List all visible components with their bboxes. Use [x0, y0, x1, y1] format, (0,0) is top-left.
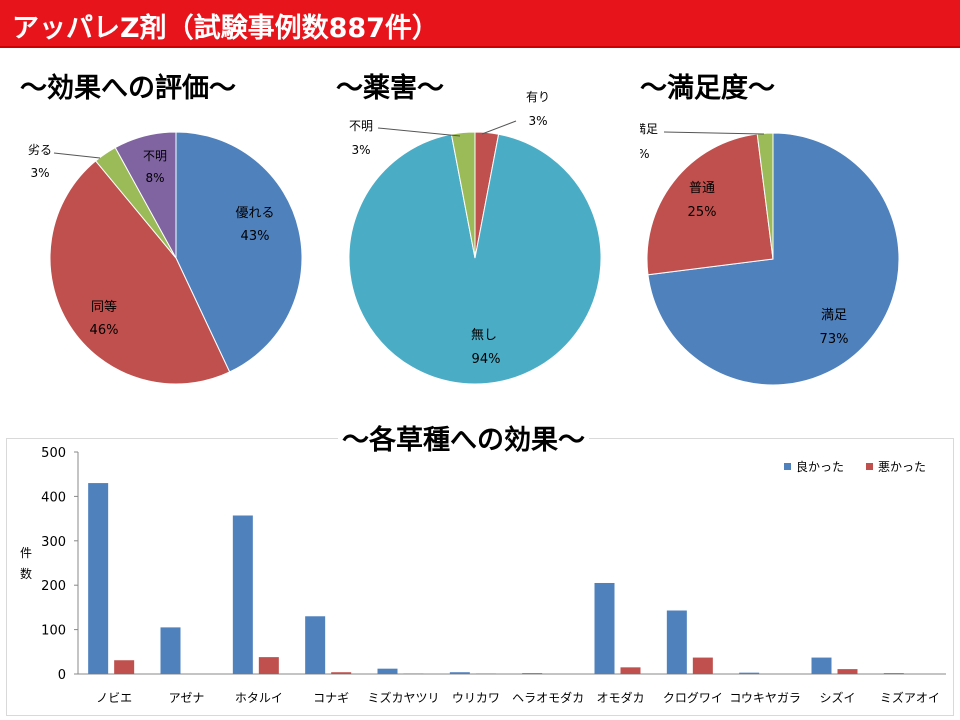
pie2-slice-1 [348, 133, 602, 385]
x-tick-label: ミズアオイ [880, 690, 940, 705]
title-underline [0, 46, 960, 48]
bar-bad-2 [258, 657, 279, 674]
weeds-heading: ～各草種への効果～ [338, 418, 589, 457]
x-tick-label: ホタルイ [235, 691, 283, 705]
bar-good-1 [160, 627, 181, 674]
legend-good-label: 良かった [796, 459, 844, 474]
x-tick-label: アゼナ [169, 691, 205, 705]
y-tick-label: 0 [58, 668, 66, 683]
legend-bad-swatch [866, 463, 873, 470]
pie1-label-unknown: 不明 [143, 149, 167, 163]
x-tick-label: ミズカヤツリ [367, 690, 439, 705]
pie1-label-equal: 同等 [91, 299, 117, 315]
y-tick-label: 500 [41, 446, 66, 461]
bar-good-9 [739, 672, 760, 674]
effect-pie-chart: 優れる 43% 同等 46% 劣る 3% 不明 8% [28, 131, 303, 385]
x-tick-label: クログワイ [663, 691, 723, 705]
effect-heading: ～効果への評価～ [20, 73, 236, 104]
pie3-label-satisfied: 満足 [821, 308, 847, 323]
page-title: アッパレZ剤（試験事例数887件） [12, 13, 439, 44]
y-tick-label: 400 [41, 490, 66, 505]
pie3-slice-1 [646, 133, 774, 276]
bar-bad-0 [114, 660, 135, 674]
satisfaction-pie-chart: 満足 73% 普通 25% 不満足 2% [640, 122, 900, 386]
x-tick-label: コウキヤガラ [729, 691, 801, 705]
y-axis-label-2: 数 [20, 566, 32, 581]
pie2-pct-none: 94% [472, 352, 501, 367]
bar-good-8 [666, 610, 687, 674]
legend-bad-label: 悪かった [878, 460, 926, 474]
bar-good-10 [811, 657, 832, 674]
pie1-slice-1 [49, 160, 231, 385]
y-tick-label: 100 [41, 624, 66, 639]
x-tick-label: ノビエ [96, 691, 132, 705]
pie2-pct-unknown: 3% [351, 143, 370, 157]
y-axis-label-1: 件 [20, 546, 32, 560]
bar-good-11 [883, 673, 904, 674]
phyto-pie-chart: 有り 3% 無し 94% 不明 3% [348, 90, 602, 385]
y-tick-label: 300 [41, 535, 66, 550]
bar-good-6 [522, 673, 543, 674]
pie2-slice-2 [450, 131, 476, 259]
weed-effect-bar-chart: 0 100 200 300 400 500 ノビエ アゼナ ホタルイ コナギ ミズカヤツリ ウリカワ… [20, 446, 946, 705]
x-tick-label: シズイ [819, 690, 855, 705]
x-tick-label: ヘラオモダカ [512, 690, 584, 705]
pie3-leader-line [663, 131, 765, 135]
pie3-pct-normal: 25% [688, 205, 717, 220]
bar-bad-7 [620, 667, 641, 674]
bar-good-2 [232, 515, 253, 674]
x-tick-label: オモダカ [596, 690, 644, 705]
pie1-slice-3 [114, 131, 177, 259]
pie3-pct-unsatisfied: 2% [640, 147, 650, 161]
pie2-leader-line-yes [481, 120, 517, 135]
pie1-pct-superior: 43% [241, 229, 270, 244]
bar-bad-3 [331, 672, 352, 674]
x-tick-label: コナギ [313, 691, 349, 705]
pie2-leader-line-unknown [377, 127, 461, 137]
phyto-heading: ～薬害～ [336, 73, 444, 104]
satisfaction-heading: ～満足度～ [640, 73, 775, 104]
pie3-pct-satisfied: 73% [820, 332, 849, 347]
pie1-leader-line [53, 152, 101, 159]
bar-bad-8 [692, 657, 713, 674]
title-bar: アッパレZ剤（試験事例数887件） [0, 0, 960, 46]
pie3-label-normal: 普通 [689, 181, 715, 196]
pie1-pct-equal: 46% [90, 323, 119, 338]
pie2-label-yes: 有り [526, 90, 550, 104]
pie2-pct-yes: 3% [528, 114, 547, 128]
legend-good-swatch [784, 463, 791, 470]
pie1-label-inferior: 劣る [28, 143, 52, 157]
y-tick-label: 200 [41, 579, 66, 594]
pie2-label-none: 無し [471, 328, 497, 343]
bar-bad-10 [837, 669, 858, 674]
bar-good-3 [305, 616, 326, 674]
pie1-pct-inferior: 3% [30, 166, 49, 180]
pie1-pct-unknown: 8% [145, 171, 164, 185]
bar-good-0 [88, 483, 109, 674]
pie1-slice-0 [175, 131, 303, 373]
bar-good-4 [377, 668, 398, 674]
bar-good-7 [594, 582, 615, 674]
bar-good-5 [449, 672, 470, 674]
pie3-label-unsatisfied: 不満足 [640, 122, 658, 136]
x-tick-label: ウリカワ [452, 691, 500, 705]
pie2-label-unknown: 不明 [349, 119, 373, 133]
pie1-label-superior: 優れる [235, 206, 274, 221]
